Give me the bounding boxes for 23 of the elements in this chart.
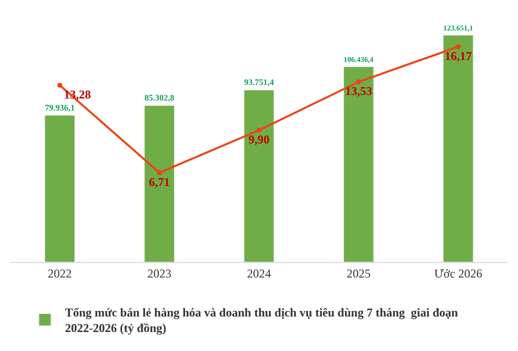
point <box>456 44 461 50</box>
legend-label: Tổng mức bán lẻ hàng hóa và doanh thu dịch vụ tiêu dùng 7 tháng giai đoạn 2022-2026 (tỷ đồng) <box>64 306 458 336</box>
bar <box>244 90 274 262</box>
x-tick-label: 2025 <box>346 266 371 280</box>
x-tick-label: Ước 2026 <box>434 266 482 280</box>
data-label: 79.936,1 <box>44 102 75 112</box>
data-label: 9,90 <box>248 132 270 146</box>
bar <box>343 66 374 262</box>
bar <box>443 34 474 262</box>
data-label: 93.751,4 <box>244 76 275 87</box>
x-tick-label: 2024 <box>247 266 271 280</box>
point <box>256 128 262 133</box>
bar <box>144 105 175 262</box>
data-label: 85.302,8 <box>144 92 174 102</box>
data-label: 16,17 <box>444 48 472 63</box>
x-tick-label: 2022 <box>48 266 72 280</box>
point <box>57 82 62 88</box>
x-tick-label: 2023 <box>147 266 172 280</box>
data-label: 13,53 <box>345 84 372 98</box>
point <box>156 170 162 176</box>
point <box>356 79 362 84</box>
data-label: 6,71 <box>148 174 170 189</box>
bar <box>44 115 75 262</box>
